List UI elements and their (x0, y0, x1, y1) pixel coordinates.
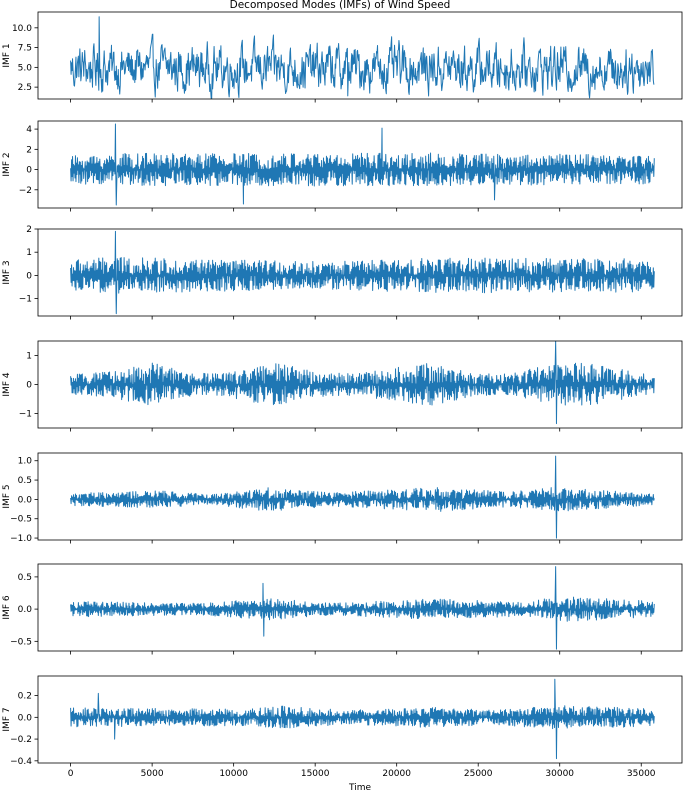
y-tick-label: 1 (26, 248, 32, 258)
y-axis-label: IMF 6 (2, 595, 12, 619)
x-tick-label: 20000 (382, 769, 411, 779)
x-axis-label: Time (348, 783, 371, 791)
y-tick-label: 10.0 (12, 24, 32, 34)
y-tick-label: 1.0 (18, 457, 33, 467)
imf-series-line (70, 341, 655, 425)
imf-panel: −2 0 2 4 IMF 2 (2, 120, 683, 212)
imf-series-line (70, 566, 655, 650)
imf-series-line (70, 16, 655, 99)
imf-series-line (70, 455, 655, 539)
x-tick-label: 30000 (545, 769, 574, 779)
panel-frame (37, 452, 683, 541)
imf-series-line (70, 123, 655, 206)
y-tick-label: 0.5 (18, 476, 32, 486)
panel-frame (37, 675, 683, 764)
y-tick-label: 0.0 (18, 605, 33, 615)
y-tick-label: 0.2 (18, 692, 32, 702)
imf-panel: −0.5 0.0 0.5 IMF 6 (2, 563, 683, 655)
imf-panel: −1 0 1 IMF 4 (2, 340, 683, 432)
y-axis-label: IMF 5 (2, 484, 12, 508)
y-tick-label: 0 (26, 381, 32, 391)
y-tick-label: 2 (26, 145, 32, 155)
x-tick-label: 10000 (219, 769, 248, 779)
x-tick-label: 0 (68, 769, 74, 779)
panel-frame (37, 11, 683, 100)
y-tick-label: 1 (26, 352, 32, 362)
imf-panel: −1.0 −0.5 0.0 0.5 1.0 IMF 5 (2, 452, 683, 544)
chart-title: Decomposed Modes (IMFs) of Wind Speed (230, 0, 451, 11)
y-tick-label: −1 (19, 410, 32, 420)
imf-panel: −0.4 −0.2 0.0 0.2 IMF 7 0 5000 10000 15000 20000 2… (2, 675, 683, 779)
y-tick-label: 0 (26, 166, 32, 176)
imf-panel: −1 0 1 2 IMF 3 (2, 225, 683, 320)
y-tick-label: 0 (26, 271, 32, 281)
y-tick-label: −1.0 (10, 534, 32, 544)
panel-frame (37, 563, 683, 652)
y-tick-label: −2 (19, 186, 32, 196)
y-tick-label: 2 (26, 225, 32, 235)
x-tick-label: 35000 (627, 769, 656, 779)
y-tick-label: −0.4 (10, 757, 32, 767)
y-tick-label: 0.0 (18, 495, 33, 505)
y-tick-label: −0.5 (10, 637, 32, 647)
y-axis-label: IMF 3 (2, 260, 12, 284)
panel-frame (37, 228, 683, 317)
y-tick-label: 4 (26, 125, 32, 135)
y-axis-label: IMF 1 (2, 43, 12, 67)
y-tick-label: −0.2 (10, 735, 32, 745)
y-axis-label: IMF 7 (2, 707, 12, 731)
y-tick-label: 0.0 (18, 713, 33, 723)
y-tick-label: −1 (19, 295, 32, 305)
y-tick-label: 0.5 (18, 573, 32, 583)
imf-series-line (70, 678, 655, 760)
x-tick-label: 15000 (301, 769, 330, 779)
y-tick-label: 2.5 (18, 83, 32, 93)
y-axis-label: IMF 2 (2, 152, 12, 176)
x-tick-label: 5000 (141, 769, 164, 779)
imf-series-line (70, 230, 655, 315)
y-tick-label: 5.0 (18, 63, 33, 73)
y-axis-label: IMF 4 (2, 372, 12, 396)
y-tick-label: −0.5 (10, 515, 32, 525)
x-tick-label: 25000 (464, 769, 493, 779)
panel-frame (37, 120, 683, 209)
y-tick-label: 7.5 (18, 44, 32, 54)
